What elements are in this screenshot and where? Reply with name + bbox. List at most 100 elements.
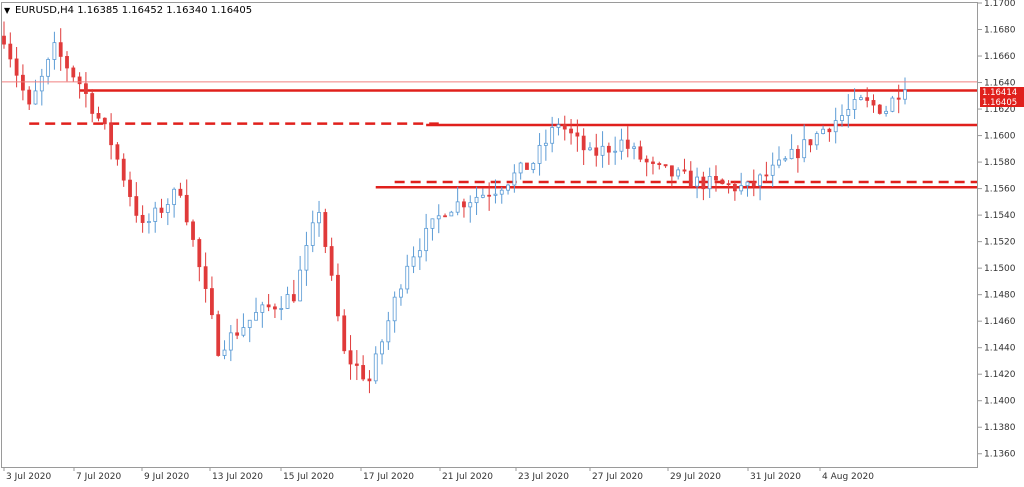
candle-body <box>134 196 139 216</box>
candle <box>606 142 611 165</box>
candle <box>172 187 177 218</box>
candle <box>865 87 870 108</box>
candle <box>210 276 214 320</box>
candle-body <box>537 144 542 164</box>
candle-body <box>468 202 473 208</box>
candle <box>638 140 643 163</box>
candle <box>657 161 662 170</box>
candle-body <box>638 146 643 160</box>
candle <box>562 115 567 141</box>
candle <box>569 119 573 145</box>
candle-body <box>392 296 397 322</box>
candle-body <box>714 176 718 181</box>
candle-body <box>14 58 19 76</box>
triangle-down-icon: ▼ <box>4 6 11 15</box>
candle-body <box>531 163 536 170</box>
candle <box>159 198 164 219</box>
candle <box>682 158 687 174</box>
candle <box>254 297 258 321</box>
candle <box>2 21 6 49</box>
time-tick-label: 23 Jul 2020 <box>518 472 569 482</box>
candle-body <box>336 274 340 317</box>
header-info: ▼ EURUSD,H4 1.16385 1.16452 1.16340 1.16… <box>4 5 252 16</box>
candle-body <box>354 363 359 366</box>
candle-body <box>121 158 126 181</box>
candle <box>90 89 95 123</box>
time-axis[interactable]: 3 Jul 2020 7 Jul 2020 9 Jul 2020 13 Jul 202… <box>3 467 874 482</box>
time-tick-label: 7 Jul 2020 <box>76 472 121 482</box>
candle <box>619 128 624 160</box>
candle <box>846 94 851 128</box>
candle-body <box>254 312 258 321</box>
candle-body <box>260 304 265 313</box>
candle-body <box>317 212 321 224</box>
candle-body <box>191 221 195 240</box>
candle <box>247 319 252 343</box>
price-tick-label: 1.1640 <box>984 79 1016 89</box>
candle <box>651 156 655 175</box>
candle-body <box>27 89 32 105</box>
candle-body <box>688 170 693 187</box>
candle-body <box>247 319 252 328</box>
bid-price-tag <box>980 97 1024 107</box>
candle <box>323 208 328 254</box>
candle <box>147 213 151 234</box>
candle-body <box>777 159 781 166</box>
candle <box>688 161 693 187</box>
candle <box>8 32 13 68</box>
candle-body <box>770 164 775 176</box>
candle-body <box>329 246 334 276</box>
candle-body <box>65 56 69 69</box>
candle-body <box>795 148 800 159</box>
candle <box>732 180 737 201</box>
candle-body <box>39 75 44 92</box>
candle <box>632 142 636 160</box>
candle <box>266 293 271 312</box>
price-tick-label: 1.1680 <box>984 26 1016 36</box>
candle <box>417 238 422 270</box>
candle-body <box>165 204 170 213</box>
candle <box>39 68 44 106</box>
candle-body <box>58 42 63 57</box>
candle <box>550 116 555 153</box>
candle-body <box>682 169 687 172</box>
candle-body <box>525 162 529 170</box>
candle <box>858 94 863 101</box>
price-axis[interactable]: 1.1700 1.1680 1.1660 1.1640 1.1620 1.1600 1.15… <box>978 0 1016 460</box>
candle <box>386 311 391 350</box>
candle <box>518 161 523 180</box>
time-tick-label: 15 Jul 2020 <box>283 472 334 482</box>
candle-body <box>726 183 731 186</box>
candle-body <box>575 132 580 137</box>
candle-body <box>890 97 895 112</box>
candle <box>14 47 19 88</box>
candle-body <box>594 147 599 156</box>
candle <box>291 279 296 303</box>
time-tick-label: 21 Jul 2020 <box>442 472 493 482</box>
candle-body <box>701 176 706 190</box>
candle-body <box>241 327 246 336</box>
candle <box>411 246 416 274</box>
candle-body <box>279 308 284 310</box>
candle <box>499 186 504 204</box>
candle <box>600 131 605 168</box>
candle-body <box>184 194 189 223</box>
time-tick-label: 29 Jul 2020 <box>670 472 721 482</box>
candle-body <box>33 90 38 105</box>
candle-body <box>304 245 309 271</box>
candle <box>115 142 120 166</box>
candle <box>588 142 592 152</box>
candle-body <box>827 128 832 133</box>
candle-body <box>84 83 88 94</box>
candle-body <box>657 163 662 166</box>
candle <box>468 195 473 223</box>
candle <box>581 128 586 166</box>
candle-body <box>707 176 712 190</box>
candle <box>833 107 838 144</box>
time-tick-label: 13 Jul 2020 <box>212 472 263 482</box>
candle-body <box>102 117 107 125</box>
candle <box>354 350 359 381</box>
